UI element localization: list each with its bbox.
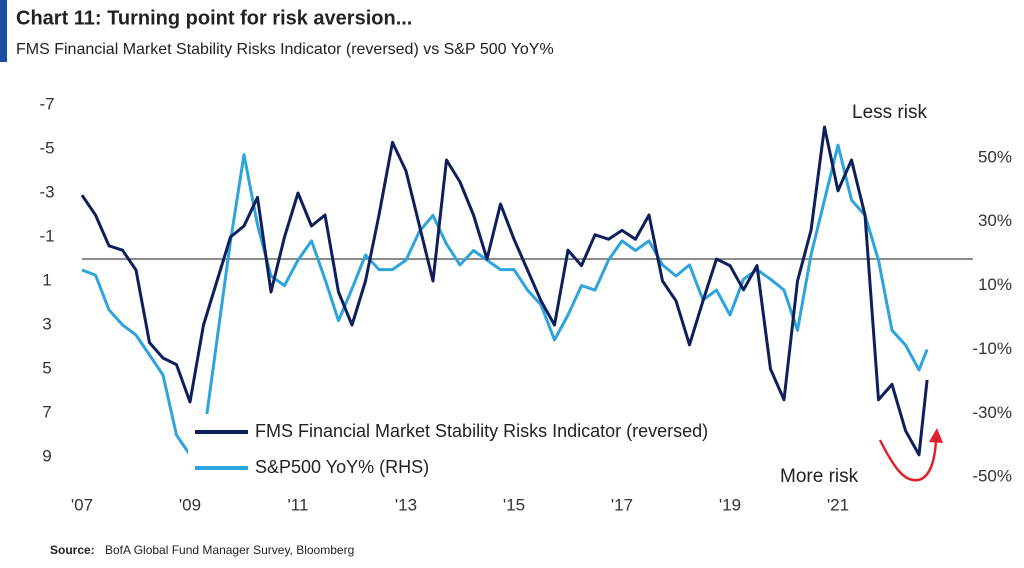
legend-label: S&P500 YoY% (RHS) <box>255 457 429 477</box>
y-tick-label: -5 <box>39 138 54 157</box>
annotation: Less risk <box>852 102 927 123</box>
y-tick-label: -3 <box>39 182 54 201</box>
x-tick-label: '07 <box>71 495 93 514</box>
y2-tick-label: -10% <box>972 339 1012 358</box>
y-tick-label: 5 <box>42 358 51 377</box>
x-tick-label: '11 <box>288 495 309 514</box>
chart-title: Chart 11: Turning point for risk aversio… <box>16 7 412 29</box>
title-accent <box>0 0 7 62</box>
x-tick-label: '19 <box>719 495 741 514</box>
risk-arrow-head <box>929 428 943 443</box>
y2-tick-label: 10% <box>978 275 1012 294</box>
source-label: Source: <box>50 543 95 557</box>
series-line <box>81 143 929 457</box>
y-tick-label: -7 <box>39 94 54 113</box>
y2-tick-label: 50% <box>978 147 1012 166</box>
x-tick-label: '09 <box>179 495 201 514</box>
x-tick-label: '21 <box>827 495 849 514</box>
risk-arrow <box>878 439 938 482</box>
y2-tick-label: -30% <box>972 403 1012 422</box>
source-text: BofA Global Fund Manager Survey, Bloombe… <box>105 543 354 557</box>
x-tick-label: '17 <box>611 495 633 514</box>
y-tick-label: 7 <box>42 402 51 421</box>
chart-subtitle: FMS Financial Market Stability Risks Ind… <box>16 41 554 58</box>
y2-tick-label: 30% <box>978 211 1012 230</box>
x-tick-label: '15 <box>503 495 525 514</box>
y2-tick-label: -50% <box>972 467 1012 486</box>
series-line <box>80 125 929 457</box>
y-tick-label: 3 <box>42 314 51 333</box>
annotation: More risk <box>780 466 859 487</box>
y-tick-label: -1 <box>39 226 54 245</box>
y-tick-label: 1 <box>42 270 51 289</box>
x-tick-label: '13 <box>395 495 417 514</box>
legend-label: FMS Financial Market Stability Risks Ind… <box>255 421 708 441</box>
legend-box <box>188 414 788 486</box>
y-tick-label: 9 <box>42 446 51 465</box>
